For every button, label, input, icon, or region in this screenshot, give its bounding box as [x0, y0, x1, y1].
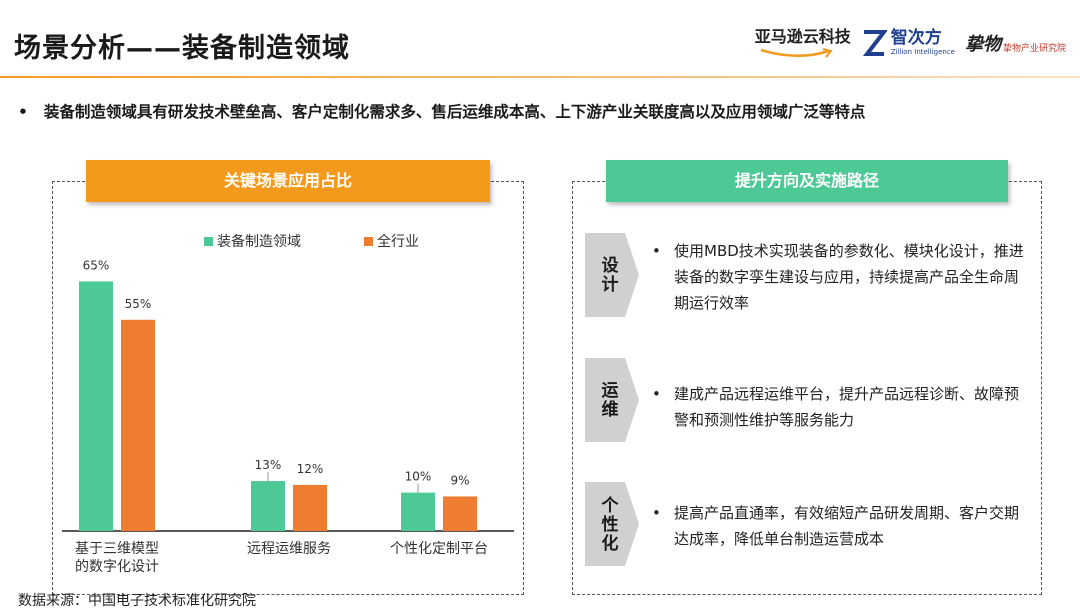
- bar-equipment: [401, 492, 435, 531]
- row-bullet-dot: •: [652, 385, 661, 403]
- row-text-ops: • 建成产品远程运维平台，提升产品远程诊断、故障预警和预测性维护等服务能力: [652, 381, 1032, 433]
- row-description: 建成产品远程运维平台，提升产品远程诊断、故障预警和预测性维护等服务能力: [674, 385, 1020, 429]
- chart-panel-title: 关键场景应用占比: [86, 160, 490, 202]
- row-tag-label: 个性化: [597, 495, 618, 553]
- row-bullet-dot: •: [652, 504, 661, 522]
- path-panel-title: 提升方向及实施路径: [606, 160, 1008, 202]
- category-label: 远程运维服务: [247, 541, 331, 557]
- bullet-dot: •: [18, 103, 28, 121]
- arrow-tag-shape: [585, 233, 639, 317]
- data-label: 9%: [450, 473, 469, 487]
- bar-all-industry: [121, 319, 155, 531]
- legend-label: 全行业: [377, 233, 419, 250]
- zilion-name: 智次方: [890, 28, 942, 48]
- zilion-z-icon: [862, 30, 887, 56]
- data-label: 12%: [297, 462, 324, 476]
- row-tag-ops: 运维: [585, 358, 639, 442]
- bar-all-industry: [443, 496, 477, 531]
- zhiwu-logo: 挚物 挚物产业研究院: [965, 30, 1066, 56]
- row-description: 提高产品直通率，有效缩短产品研发周期、客户交期达成率，降低单台制造运营成本: [674, 504, 1020, 548]
- data-source: 数据来源：中国电子技术标准化研究院: [18, 593, 256, 609]
- row-tag-label: 设计: [597, 256, 618, 294]
- row-description: 使用MBD技术实现装备的参数化、模块化设计，推进装备的数字孪生建设与应用，持续提…: [674, 242, 1024, 312]
- zhiwu-mark: 挚物: [964, 34, 1001, 55]
- legend-label: 装备制造领域: [217, 233, 301, 250]
- legend-swatch: [204, 237, 213, 246]
- category-label: 基于三维模型: [75, 540, 159, 557]
- arrow-tag-shape: [585, 358, 639, 442]
- amazon-logo-text: 亚马逊云科技: [754, 27, 851, 46]
- logo-group: 亚马逊云科技 智次方 Zillion Intelligence 挚物 挚物产业研…: [755, 18, 1066, 68]
- bar-all-industry: [293, 484, 327, 531]
- data-label: 65%: [83, 258, 110, 272]
- bar-equipment: [251, 481, 285, 531]
- amazon-smile-icon: [760, 48, 833, 58]
- zilion-logo: 智次方 Zillion Intelligence: [861, 28, 955, 58]
- summary-bullet: • 装备制造领域具有研发技术壁垒高、客户定制化需求多、售后运维成本高、上下游产业关…: [18, 100, 865, 122]
- legend-swatch: [364, 237, 373, 246]
- amazon-logo: 亚马逊云科技: [755, 27, 851, 59]
- summary-text: 装备制造领域具有研发技术壁垒高、客户定制化需求多、售后运维成本高、上下游产业关联…: [43, 103, 866, 121]
- data-label: 55%: [125, 297, 152, 311]
- header-divider: [0, 76, 1080, 78]
- row-tag-design: 设计: [585, 233, 639, 317]
- row-text-design: • 使用MBD技术实现装备的参数化、模块化设计，推进装备的数字孪生建设与应用，持…: [652, 238, 1032, 316]
- data-label: 10%: [405, 470, 432, 484]
- row-bullet-dot: •: [652, 242, 661, 260]
- row-text-custom: • 提高产品直通率，有效缩短产品研发周期、客户交期达成率，降低单台制造运营成本: [652, 500, 1032, 552]
- category-label: 个性化定制平台: [390, 541, 488, 557]
- bar-equipment: [79, 281, 113, 531]
- arrow-tag-shape: [585, 482, 639, 566]
- data-label: 13%: [255, 458, 282, 472]
- zilion-sub: Zillion Intelligence: [890, 48, 955, 56]
- row-tag-custom: 个性化: [585, 482, 639, 566]
- category-label: 的数字化设计: [75, 559, 159, 575]
- row-tag-label: 运维: [597, 381, 618, 419]
- page-title: 场景分析——装备制造领域: [14, 33, 350, 64]
- zhiwu-text: 挚物产业研究院: [1002, 43, 1066, 54]
